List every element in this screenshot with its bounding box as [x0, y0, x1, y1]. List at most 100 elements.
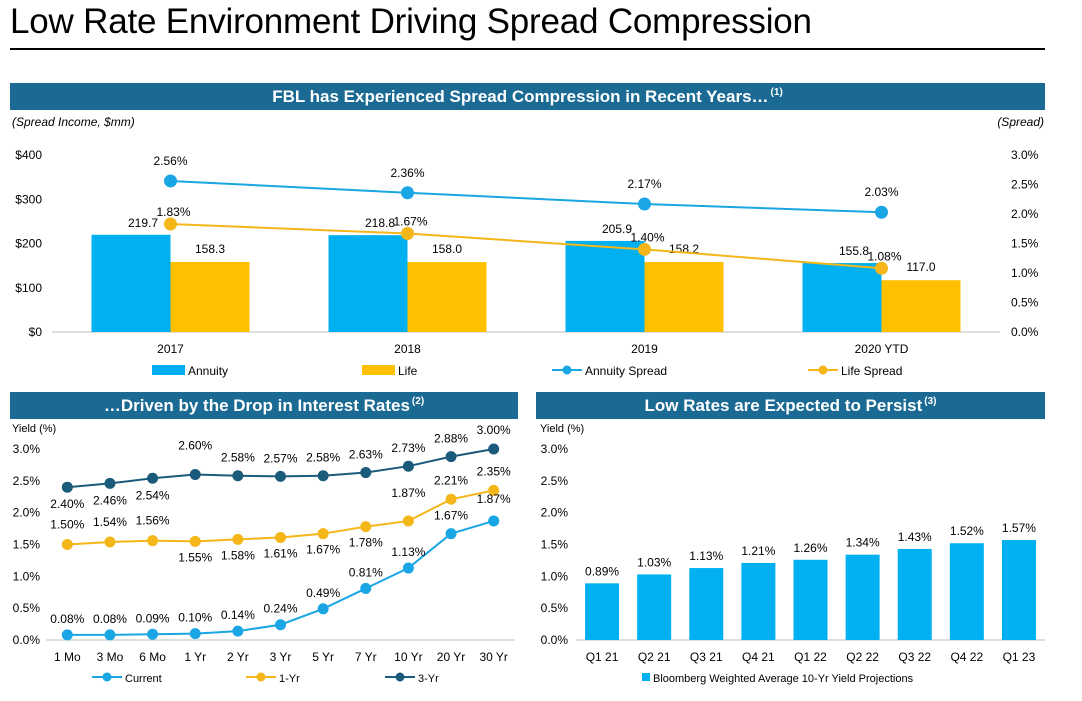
current-point	[147, 628, 159, 640]
right-axis-note: (Spread)	[997, 115, 1044, 129]
legend-marker-life-spread	[818, 365, 828, 375]
right-chart-x-tick-label: Q2 22	[846, 650, 879, 664]
right-chart-x-tick-label: Q3 21	[690, 650, 723, 664]
left-panel-header: …Driven by the Drop in Interest Rates (2)	[10, 392, 518, 419]
legend-label-current: Current	[125, 673, 162, 685]
three-yr-label: 2.60%	[178, 438, 212, 452]
one-yr-point	[445, 493, 457, 505]
one-yr-point	[147, 535, 159, 547]
three-yr-label: 2.58%	[221, 451, 255, 465]
right-chart-y-tick-label: 0.0%	[541, 633, 569, 647]
three-yr-point	[275, 470, 286, 482]
annuity-bar	[91, 234, 171, 332]
right-chart-x-tick-label: Q2 21	[638, 650, 671, 664]
left-chart-x-tick-label: 5 Yr	[312, 650, 334, 664]
current-label: 0.49%	[306, 586, 340, 600]
y-left-tick-label: $300	[15, 192, 42, 206]
right-panel-footnote-ref: (3)	[924, 396, 937, 407]
one-yr-point	[317, 528, 329, 540]
current-point	[104, 629, 116, 641]
right-chart-x-tick-label: Q1 23	[1003, 650, 1036, 664]
current-label: 1.67%	[434, 509, 468, 523]
left-chart-x-tick-label: 6 Mo	[139, 650, 166, 664]
right-chart-x-tick-label: Q3 22	[898, 650, 931, 664]
projection-bar-label: 1.52%	[950, 524, 984, 538]
right-chart-y-tick-label: 2.0%	[541, 506, 569, 520]
current-label: 1.13%	[391, 545, 425, 559]
one-yr-label: 1.61%	[263, 546, 297, 560]
left-chart-x-tick-label: 1 Yr	[184, 650, 206, 664]
right-chart-y-tick-label: 2.5%	[541, 474, 569, 488]
life-bar	[170, 261, 250, 332]
current-label: 0.14%	[221, 608, 255, 622]
annuity-bar	[802, 263, 882, 332]
left-chart-x-tick-label: 2 Yr	[227, 650, 249, 664]
annuity-spread-label: 2.03%	[864, 185, 898, 199]
y-right-tick-label: 1.0%	[1011, 266, 1039, 280]
left-chart-y-tick-label: 1.5%	[13, 538, 41, 552]
right-chart-y-tick-label: 1.5%	[541, 538, 569, 552]
current-label: 0.10%	[178, 611, 212, 625]
three-yr-label: 2.57%	[263, 451, 297, 465]
life-spread-point	[875, 261, 888, 275]
left-chart-y-tick-label: 0.0%	[13, 633, 41, 647]
projection-bar-label: 0.89%	[585, 564, 619, 578]
one-yr-label: 1.67%	[306, 543, 340, 557]
life-bar-label: 158.0	[432, 242, 462, 256]
life-spread-point	[638, 242, 651, 256]
left-chart-y-tick-label: 3.0%	[13, 442, 41, 456]
three-yr-label: 3.00%	[477, 423, 511, 437]
life-bar	[407, 262, 487, 332]
left-chart-y-tick-label: 2.0%	[13, 506, 41, 520]
three-yr-point	[147, 472, 159, 484]
x-tick-label: 2018	[394, 342, 421, 356]
left-panel-footnote-ref: (2)	[411, 396, 425, 407]
three-yr-point	[189, 468, 201, 480]
one-yr-label: 1.50%	[50, 518, 84, 532]
annuity-spread-point	[164, 174, 177, 188]
y-left-tick-label: $400	[15, 148, 42, 162]
projection-bar-label: 1.13%	[689, 549, 723, 563]
top-panel-footnote-ref: (1)	[770, 87, 783, 98]
life-spread-line	[170, 223, 882, 270]
projection-bar-label: 1.03%	[637, 555, 671, 569]
three-yr-point	[61, 481, 73, 493]
legend-swatch-annuity	[152, 365, 185, 375]
projection-bar	[689, 568, 724, 640]
life-bar	[644, 261, 724, 332]
one-yr-label: 1.54%	[93, 515, 127, 529]
legend-label-projection: Bloomberg Weighted Average 10-Yr Yield P…	[653, 673, 914, 685]
legend-marker-annuity-spread	[562, 365, 572, 375]
legend-label-annuity: Annuity	[188, 364, 228, 378]
right-chart-x-tick-label: Q4 22	[950, 650, 983, 664]
projection-bar	[845, 554, 880, 640]
title-divider	[10, 48, 1045, 50]
one-yr-label: 1.58%	[221, 548, 255, 562]
one-yr-label: 1.56%	[136, 514, 170, 528]
left-chart-x-tick-label: 3 Mo	[97, 650, 124, 664]
annuity-bar-label: 218.8	[365, 216, 395, 230]
x-tick-label: 2019	[631, 342, 658, 356]
three-yr-point	[445, 451, 457, 463]
annuity-bar	[328, 235, 408, 332]
legend-marker-one-yr	[256, 672, 266, 682]
current-point	[61, 629, 73, 641]
legend-label-life-spread: Life Spread	[841, 364, 902, 378]
left-chart-x-tick-label: 1 Mo	[54, 650, 81, 664]
one-yr-label: 2.35%	[477, 464, 511, 478]
annuity-bar	[565, 240, 645, 332]
one-yr-point	[61, 539, 73, 550]
three-yr-label: 2.88%	[434, 432, 468, 446]
three-yr-point	[360, 467, 372, 479]
one-yr-point	[104, 536, 116, 548]
three-yr-point	[402, 460, 414, 472]
y-right-tick-label: 2.5%	[1011, 178, 1039, 192]
current-label: 0.08%	[50, 612, 84, 626]
projection-bar-label: 1.43%	[898, 530, 932, 544]
right-chart-x-tick-label: Q1 22	[794, 650, 827, 664]
projection-bar-label: 1.21%	[741, 544, 775, 558]
one-yr-point	[488, 484, 500, 496]
left-chart-x-tick-label: 20 Yr	[437, 650, 465, 664]
life-bar-label: 117.0	[906, 260, 935, 274]
